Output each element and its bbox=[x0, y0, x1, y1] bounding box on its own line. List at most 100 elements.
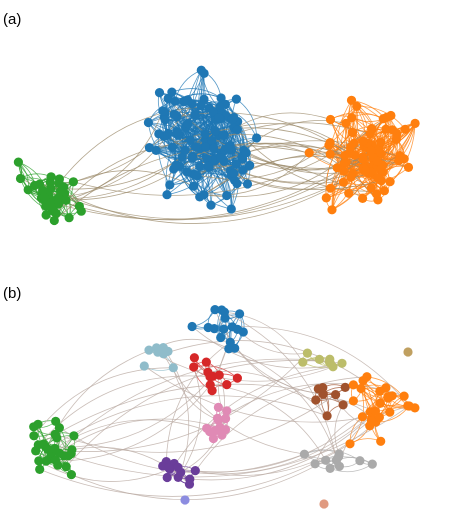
node bbox=[332, 163, 342, 173]
edge bbox=[71, 459, 326, 500]
node bbox=[153, 347, 163, 357]
node bbox=[31, 446, 41, 456]
node bbox=[202, 423, 212, 433]
node bbox=[348, 396, 358, 406]
node bbox=[208, 433, 218, 444]
node bbox=[358, 154, 368, 164]
panel-a bbox=[13, 65, 420, 226]
node bbox=[201, 357, 211, 367]
node bbox=[195, 192, 205, 202]
node bbox=[221, 413, 231, 424]
node bbox=[167, 87, 177, 97]
node bbox=[358, 193, 368, 203]
edge bbox=[177, 366, 202, 478]
edge bbox=[345, 123, 385, 192]
node bbox=[399, 391, 409, 401]
node bbox=[214, 370, 224, 380]
node bbox=[376, 137, 386, 147]
node bbox=[372, 156, 382, 166]
node bbox=[352, 101, 362, 111]
node bbox=[338, 177, 348, 187]
node bbox=[241, 148, 251, 158]
node bbox=[51, 416, 61, 426]
node bbox=[202, 154, 212, 164]
edge bbox=[203, 152, 310, 196]
node bbox=[314, 354, 324, 364]
node bbox=[196, 101, 206, 111]
node bbox=[205, 380, 215, 390]
node bbox=[382, 112, 392, 122]
node bbox=[15, 173, 26, 184]
node bbox=[355, 456, 365, 466]
node bbox=[235, 309, 245, 319]
edge bbox=[224, 311, 337, 461]
node bbox=[304, 148, 314, 158]
node bbox=[229, 168, 239, 178]
node bbox=[370, 406, 380, 416]
node bbox=[154, 88, 165, 98]
node bbox=[232, 373, 242, 383]
node bbox=[69, 431, 79, 441]
edge bbox=[172, 367, 219, 421]
node bbox=[400, 124, 410, 134]
node bbox=[50, 455, 61, 465]
node bbox=[164, 463, 174, 473]
node bbox=[195, 162, 205, 172]
edge bbox=[382, 123, 416, 173]
node bbox=[298, 357, 308, 367]
edge bbox=[228, 348, 340, 467]
node bbox=[168, 363, 178, 373]
node bbox=[231, 159, 241, 169]
node bbox=[190, 110, 200, 120]
node bbox=[185, 135, 195, 145]
node bbox=[318, 389, 328, 399]
node bbox=[346, 172, 356, 182]
node bbox=[322, 411, 332, 421]
panel-label: (a) bbox=[3, 11, 21, 28]
edge bbox=[49, 358, 343, 460]
node bbox=[172, 127, 182, 137]
node bbox=[321, 193, 331, 203]
nodes bbox=[29, 305, 420, 489]
node bbox=[46, 183, 56, 194]
node bbox=[61, 195, 71, 205]
node bbox=[356, 383, 366, 394]
edge bbox=[46, 384, 211, 462]
node bbox=[209, 143, 219, 153]
edge bbox=[165, 341, 231, 462]
node bbox=[180, 495, 190, 505]
node bbox=[346, 95, 357, 105]
node bbox=[345, 439, 355, 449]
node bbox=[218, 130, 228, 140]
edge bbox=[191, 326, 343, 369]
node bbox=[34, 456, 44, 466]
node bbox=[143, 117, 153, 128]
node bbox=[375, 386, 385, 396]
node bbox=[187, 153, 197, 163]
node bbox=[399, 154, 409, 164]
node bbox=[158, 106, 168, 116]
node bbox=[35, 464, 45, 474]
node bbox=[216, 332, 226, 343]
node bbox=[201, 142, 211, 152]
node bbox=[61, 462, 71, 472]
node bbox=[50, 429, 60, 439]
node bbox=[53, 193, 63, 203]
node bbox=[39, 439, 49, 449]
node bbox=[182, 167, 192, 177]
node bbox=[173, 462, 183, 472]
node bbox=[325, 114, 336, 125]
edge bbox=[33, 367, 174, 437]
edge bbox=[193, 142, 331, 180]
edge bbox=[68, 405, 410, 478]
edge bbox=[60, 187, 331, 224]
node bbox=[187, 321, 197, 332]
node bbox=[189, 181, 199, 191]
node bbox=[209, 324, 219, 334]
nodes bbox=[13, 65, 420, 226]
node bbox=[367, 459, 377, 469]
node bbox=[208, 107, 218, 117]
node bbox=[64, 213, 74, 223]
